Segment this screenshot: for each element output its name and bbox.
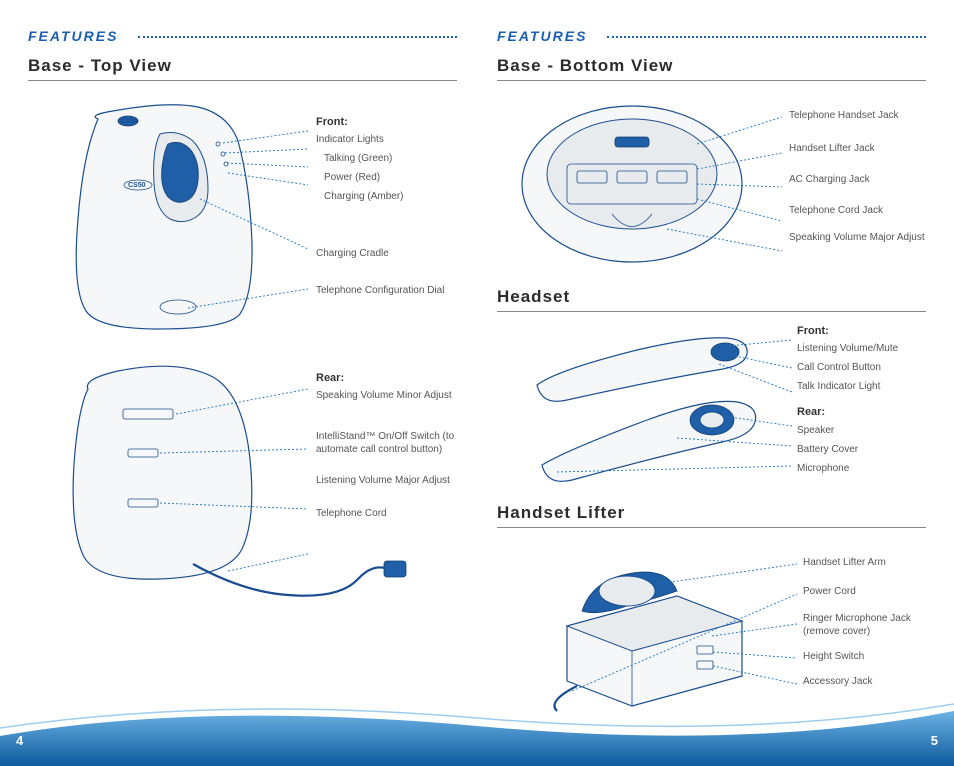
labels-top-front: Front: Indicator Lights Talking (Green) …: [316, 115, 456, 303]
badge-cs50: CS50: [128, 182, 146, 189]
label-speaker: Speaker: [797, 424, 937, 437]
label-battery-cover: Battery Cover: [797, 443, 937, 456]
manual-spread: FEATURES Base - Top View CS55 CS50: [0, 0, 954, 766]
label-front-heading: Front:: [316, 115, 456, 129]
page-number-right: 5: [931, 733, 938, 748]
labels-headset: Front: Listening Volume/Mute Call Contro…: [797, 324, 937, 481]
section-title-base-top: Base - Top View: [28, 48, 457, 81]
features-header-left: FEATURES: [28, 28, 457, 44]
label-headset-front-heading: Front:: [797, 324, 937, 338]
label-lifter-arm: Handset Lifter Arm: [803, 556, 943, 569]
features-header-right: FEATURES: [497, 28, 926, 44]
label-config-dial: Telephone Configuration Dial: [316, 284, 456, 297]
labels-bottom: Telephone Handset Jack Handset Lifter Ja…: [789, 109, 939, 250]
panel-base-bottom: Telephone Handset Jack Handset Lifter Ja…: [497, 89, 926, 279]
label-rear-heading: Rear:: [316, 371, 466, 385]
label-indicator-lights: Indicator Lights: [316, 133, 456, 146]
label-accessory-jack: Accessory Jack: [803, 675, 943, 688]
label-ac-jack: AC Charging Jack: [789, 173, 939, 186]
section-title-lifter: Handset Lifter: [497, 495, 926, 528]
label-charging-amber: Charging (Amber): [316, 190, 456, 203]
page-left: FEATURES Base - Top View CS55 CS50: [0, 0, 477, 766]
panel-base-rear-view: Rear: Speaking Volume Minor Adjust Intel…: [28, 349, 457, 639]
badge-cs55: CS55: [120, 118, 138, 125]
page-number-left: 4: [16, 733, 23, 748]
label-speaking-minor: Speaking Volume Minor Adjust: [316, 389, 466, 402]
label-listening-major: Listening Volume Major Adjust: [316, 474, 466, 487]
labels-top-rear: Rear: Speaking Volume Minor Adjust Intel…: [316, 371, 466, 526]
label-handset-jack: Telephone Handset Jack: [789, 109, 939, 122]
label-talk-indicator: Talk Indicator Light: [797, 380, 937, 393]
label-power-red: Power (Red): [316, 171, 456, 184]
section-title-headset: Headset: [497, 279, 926, 312]
label-cord-jack: Telephone Cord Jack: [789, 204, 939, 217]
label-intellistand: IntelliStand™ On/Off Switch (to automate…: [316, 430, 466, 456]
label-microphone: Microphone: [797, 462, 937, 475]
label-talking-green: Talking (Green): [316, 152, 456, 165]
page-right: FEATURES Base - Bottom View Te: [477, 0, 954, 766]
label-listen-mute: Listening Volume/Mute: [797, 342, 937, 355]
label-charging-cradle: Charging Cradle: [316, 247, 456, 260]
labels-lifter: Handset Lifter Arm Power Cord Ringer Mic…: [803, 556, 943, 694]
panel-base-top-view: CS55 CS50 Front: Indicator Lights Talkin…: [28, 89, 457, 349]
label-power-cord: Power Cord: [803, 585, 943, 598]
label-lifter-jack: Handset Lifter Jack: [789, 142, 939, 155]
label-headset-rear-heading: Rear:: [797, 405, 937, 419]
label-call-control: Call Control Button: [797, 361, 937, 374]
label-telephone-cord: Telephone Cord: [316, 507, 466, 520]
section-title-base-bottom: Base - Bottom View: [497, 48, 926, 81]
label-ringer-mic-jack: Ringer Microphone Jack (remove cover): [803, 612, 943, 638]
label-height-switch: Height Switch: [803, 650, 943, 663]
panel-headset: Front: Listening Volume/Mute Call Contro…: [497, 320, 926, 495]
panel-lifter: Handset Lifter Arm Power Cord Ringer Mic…: [497, 536, 926, 721]
label-speak-major: Speaking Volume Major Adjust: [789, 231, 939, 244]
